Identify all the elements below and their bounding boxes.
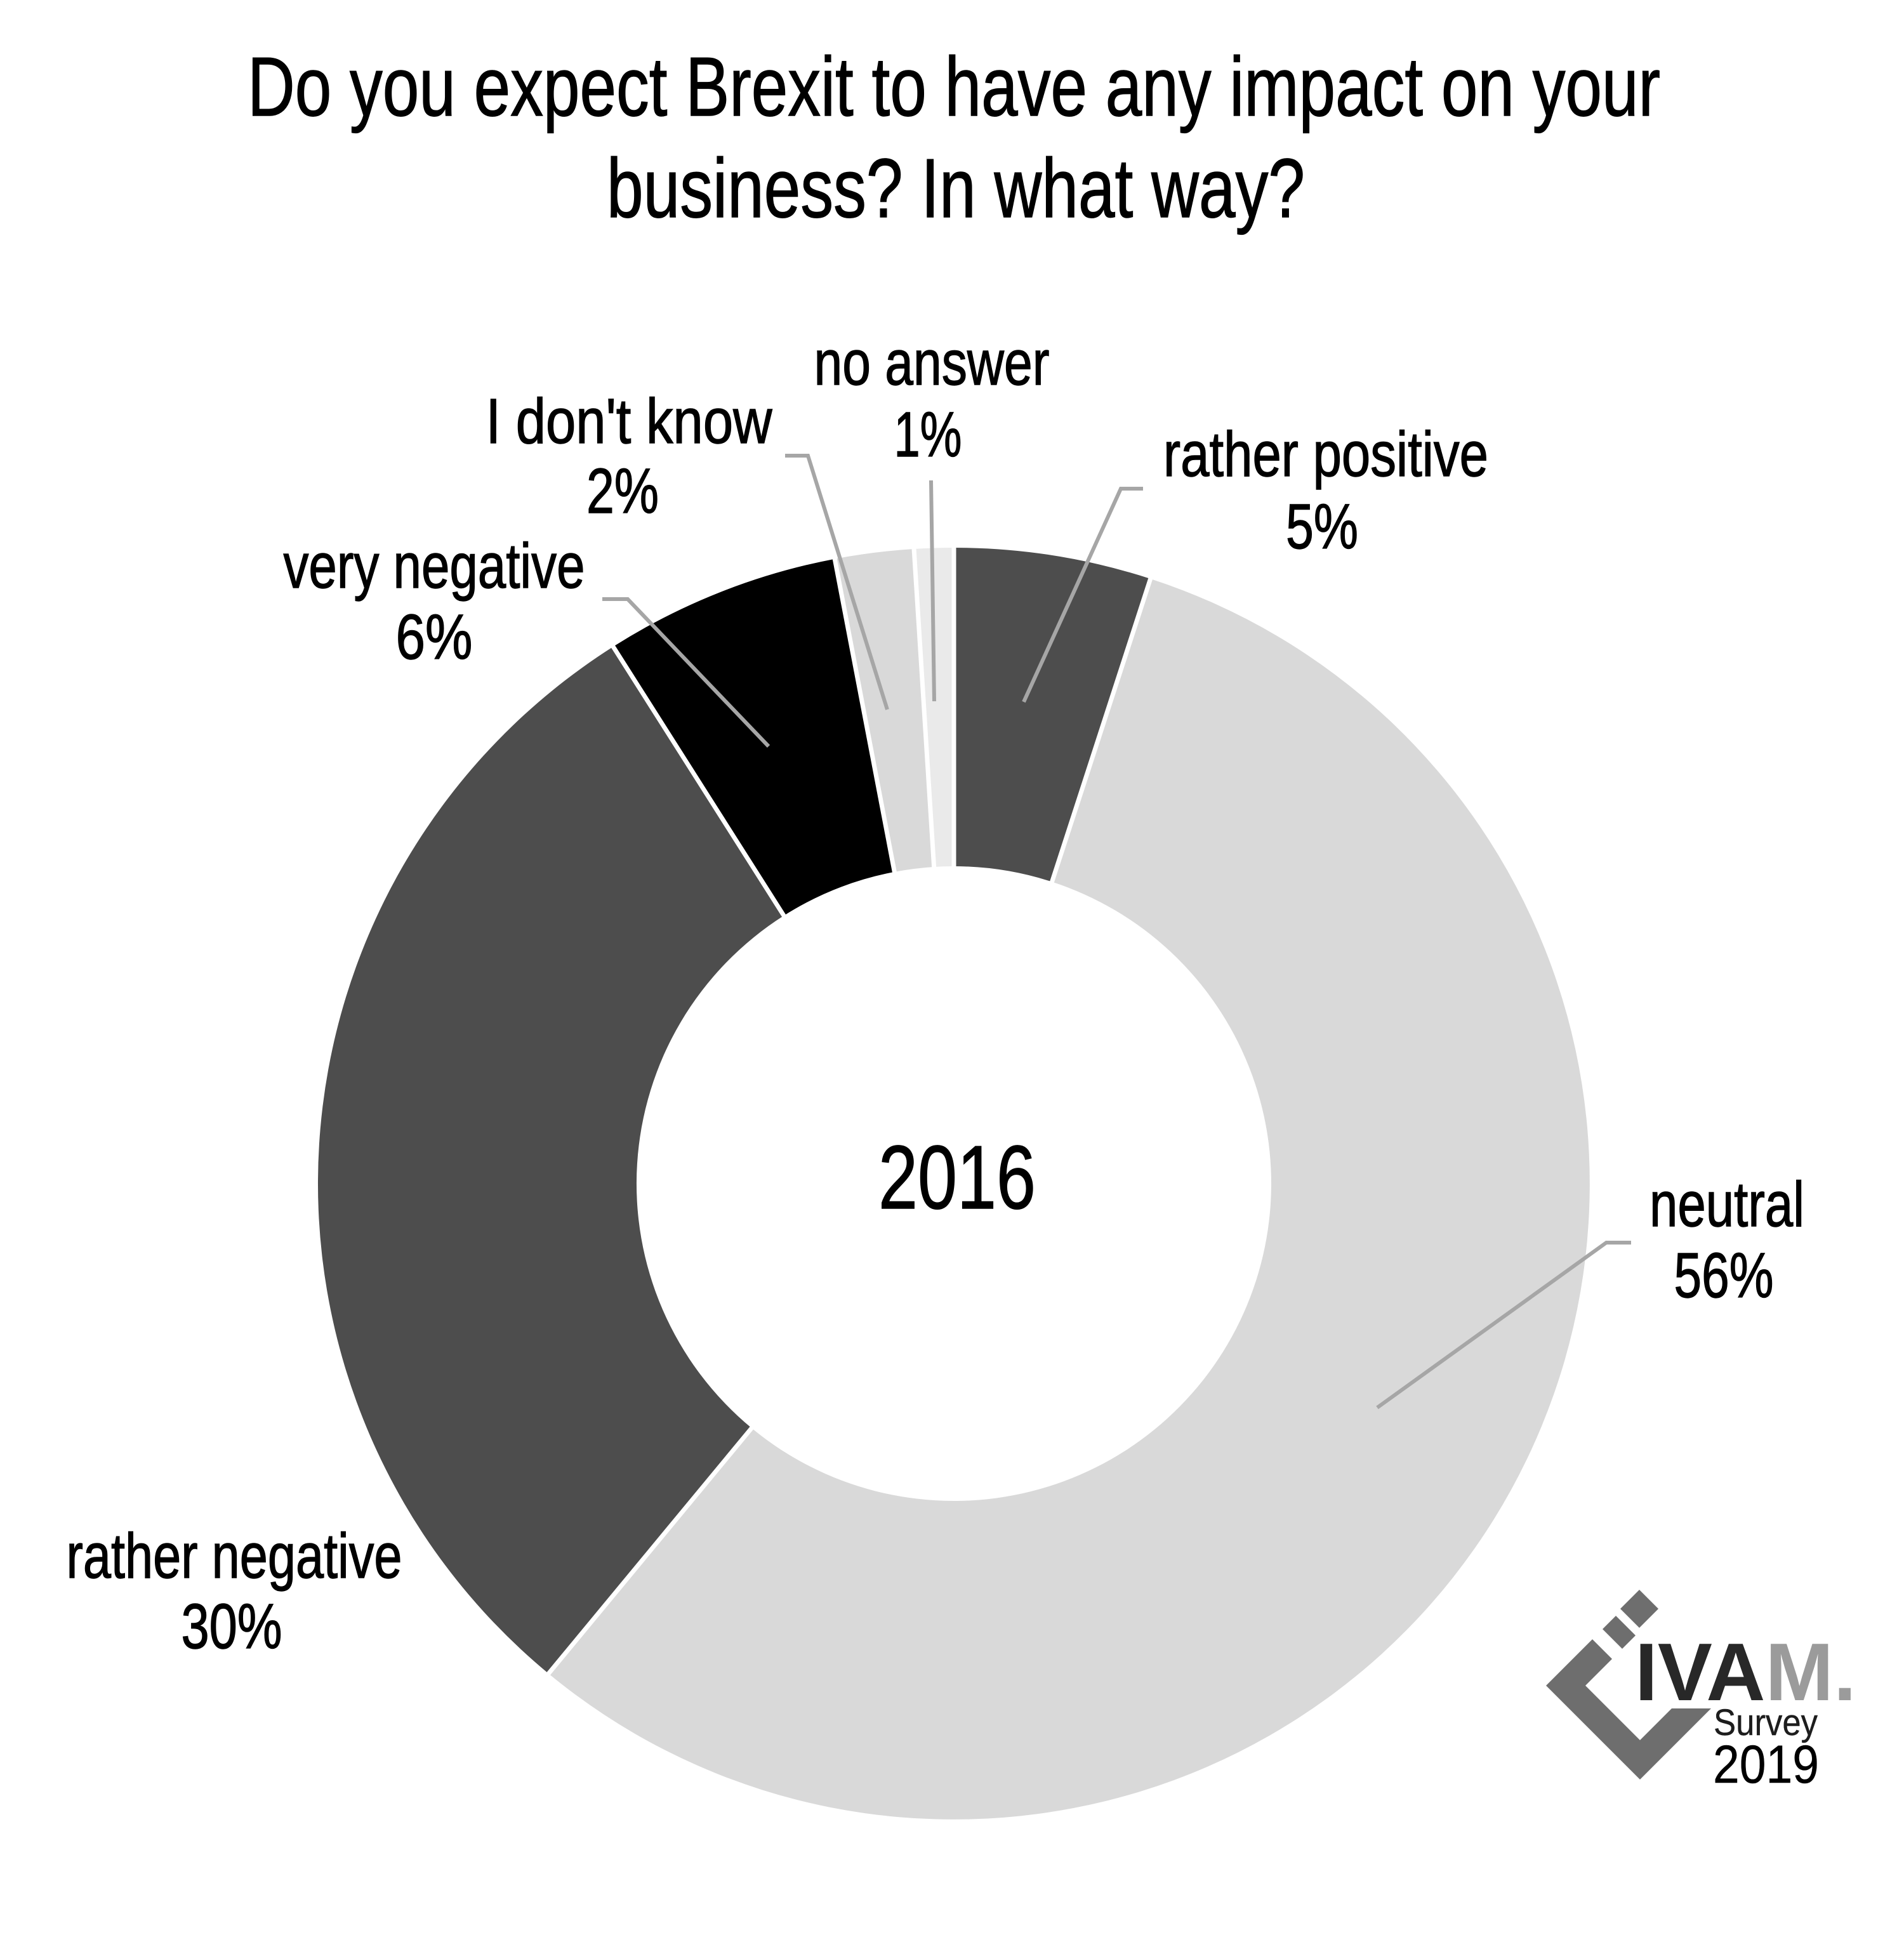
svg-text:rather positive: rather positive <box>1163 419 1488 490</box>
svg-text:2%: 2% <box>586 456 659 527</box>
svg-text:2016: 2016 <box>878 1127 1036 1228</box>
svg-text:rather negative: rather negative <box>67 1521 402 1592</box>
svg-text:6%: 6% <box>396 602 473 673</box>
svg-text:1%: 1% <box>894 399 962 470</box>
svg-text:30%: 30% <box>182 1591 282 1662</box>
svg-text:no answer: no answer <box>814 327 1050 399</box>
svg-text:neutral: neutral <box>1649 1169 1804 1240</box>
svg-text:IVAM.: IVAM. <box>1635 1627 1856 1718</box>
svg-text:Survey: Survey <box>1714 1702 1818 1743</box>
svg-text:I don't know: I don't know <box>486 386 773 457</box>
svg-text:56%: 56% <box>1674 1240 1774 1311</box>
svg-text:business? In what way?: business? In what way? <box>607 142 1305 235</box>
svg-text:very negative: very negative <box>284 531 585 602</box>
svg-text:5%: 5% <box>1286 491 1358 562</box>
svg-text:Do you expect Brexit to have a: Do you expect Brexit to have any impact … <box>248 40 1660 133</box>
svg-text:2019: 2019 <box>1713 1734 1819 1794</box>
